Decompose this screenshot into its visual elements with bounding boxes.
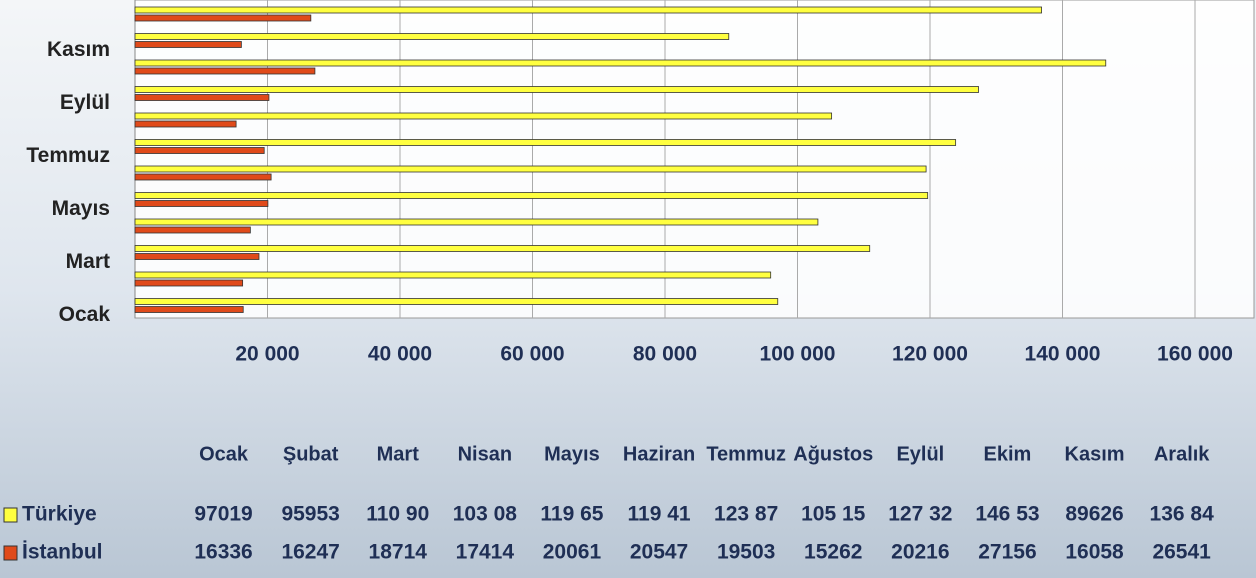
table-cell: 19503 [717,541,775,564]
table-cell: 18714 [369,541,428,564]
table-cell: 20061 [543,541,602,564]
table-cell: 146 53 [975,503,1039,526]
x-tick-label: 120 000 [892,343,968,366]
table-cell: 123 87 [714,503,778,526]
bar [135,113,832,119]
x-tick-label: 20 000 [235,343,299,366]
bar [135,95,269,101]
bar [135,227,250,233]
bar [135,246,870,252]
table-cell: 20216 [891,541,949,564]
table-header: Nisan [458,443,512,465]
bar [135,272,771,278]
table-cell: 119 41 [628,503,691,526]
bar [135,280,243,286]
bar [135,34,729,40]
bar [135,140,956,146]
chart: 20 000 40 000 60 000 80 000 100 000 120 000 14… [0,0,1256,578]
legend-swatch [4,546,17,560]
table-header: Ocak [199,443,249,465]
table-cell: 119 65 [540,503,603,526]
x-tick-label: 40 000 [368,343,432,366]
y-tick-label: Kasım [47,38,110,61]
bar [135,7,1042,13]
table-header: Ekim [984,443,1032,465]
table-cell: 17414 [456,541,515,564]
table-header: Ağustos [793,443,873,465]
table-cell: 89626 [1065,503,1123,526]
y-tick-label: Mart [66,250,110,273]
bar [135,15,311,21]
bar [135,307,243,313]
bar [135,42,241,48]
table-cell: 95953 [281,503,339,526]
table-cell: 16247 [281,541,339,564]
bar [135,166,926,172]
table-header: Aralık [1154,443,1210,465]
x-tick-label: 80 000 [633,343,697,366]
table-cell: 26541 [1152,541,1211,564]
table-cell: 127 32 [888,503,952,526]
plot-area [135,0,1254,318]
table-header: Temmuz [706,443,786,465]
table-header: Şubat [283,443,339,465]
table-cell: 27156 [978,541,1036,564]
bar [135,68,315,74]
bar [135,219,818,225]
y-tick-label: Ocak [59,303,111,326]
table-cell: 20547 [630,541,688,564]
bar [135,174,271,180]
table-header: Haziran [623,443,695,465]
y-tick-label: Eylül [60,91,110,114]
table-cell: 103 08 [453,503,518,526]
bar [135,254,259,260]
table-cell: 16336 [194,541,252,564]
table-header: Kasım [1065,443,1125,465]
table-cell: 110 90 [366,503,429,526]
bar [135,201,268,207]
bar [135,87,978,93]
table-header: Mart [377,443,420,465]
x-tick-label: 100 000 [760,343,836,366]
legend-label: Türkiye [22,503,97,526]
bar [135,193,928,199]
bar [135,121,236,127]
legend-label: İstanbul [22,541,103,564]
legend-swatch [4,508,17,522]
bar [135,148,264,154]
table-cell: 105 15 [801,503,866,526]
y-tick-label: Temmuz [26,144,110,167]
table-cell: 136 84 [1150,503,1215,526]
x-tick-label: 140 000 [1025,343,1101,366]
x-tick-label: 160 000 [1157,343,1233,366]
table-cell: 97019 [194,503,252,526]
y-tick-label: Mayıs [52,197,110,220]
table-header: Mayıs [544,443,600,465]
bar [135,299,778,305]
table-cell: 16058 [1065,541,1124,564]
table-cell: 15262 [804,541,862,564]
table-header: Eylül [896,443,944,465]
x-tick-label: 60 000 [500,343,564,366]
bar [135,60,1106,66]
